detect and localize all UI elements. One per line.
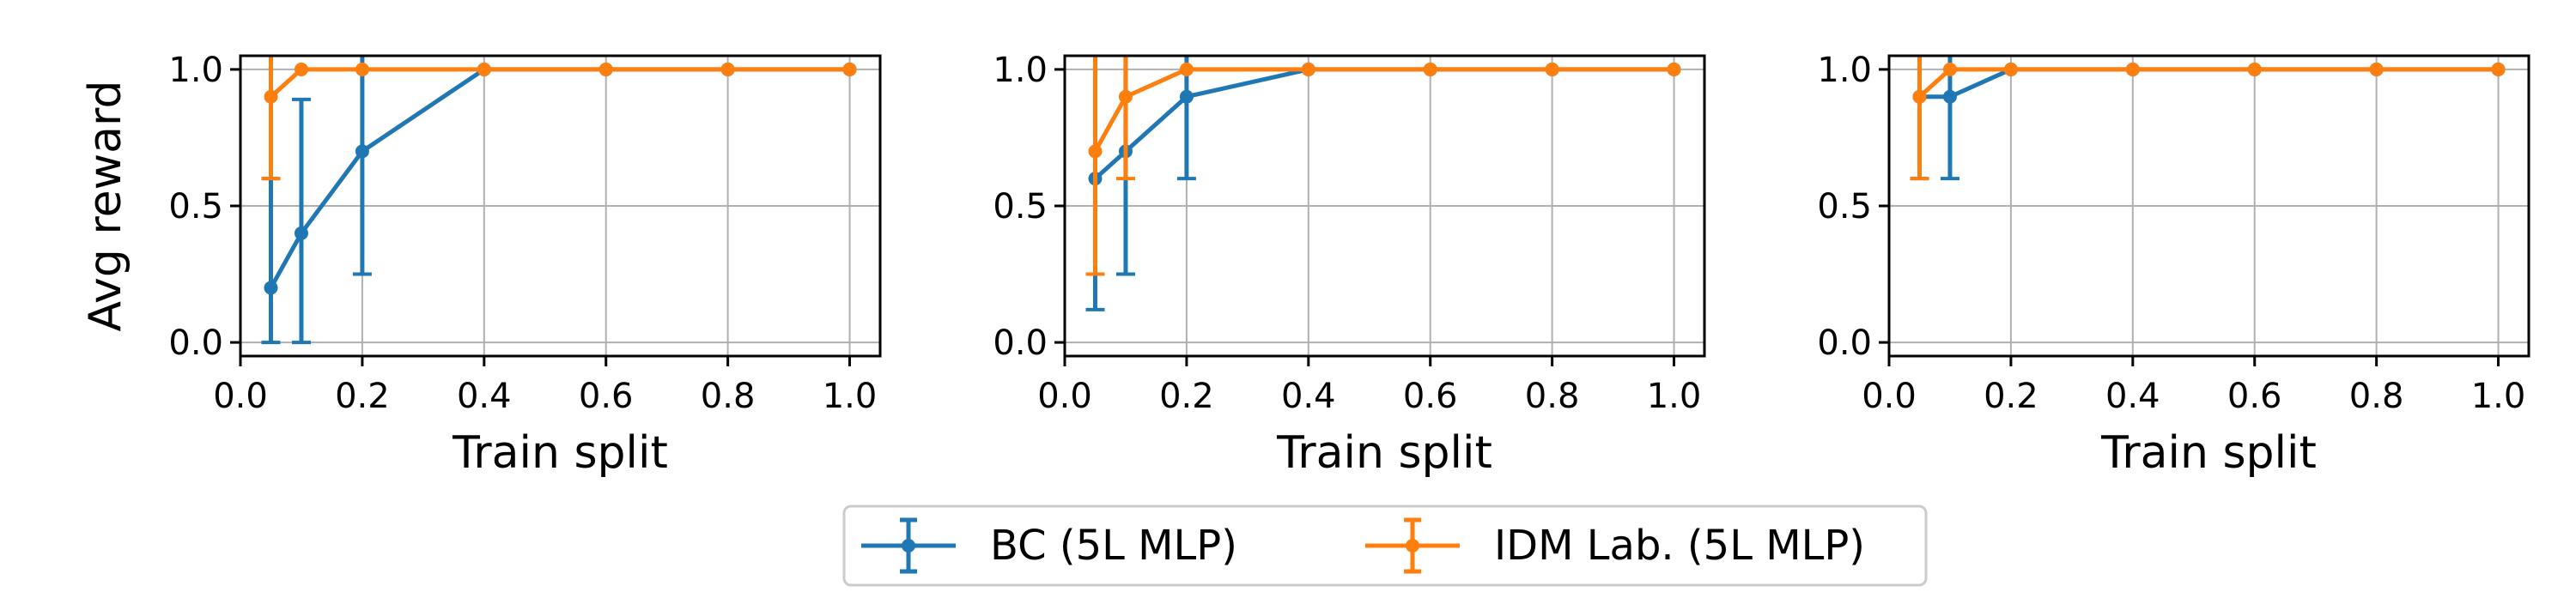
legend-label-bc: BC (5L MLP) xyxy=(990,522,1237,570)
subplot-2-series-idm-point-1 xyxy=(1118,89,1133,104)
subplot-3-xtick-label-2: 0.4 xyxy=(2105,377,2160,416)
subplot-2-xtick-label-0: 0.0 xyxy=(1037,377,1092,416)
subplot-3-series-bc-point-1 xyxy=(1942,89,1957,104)
subplot-3-series-idm-point-3 xyxy=(2125,62,2140,76)
subplot-2-series-idm-point-3 xyxy=(1301,62,1315,76)
subplots: 0.0 0.2 0.4 0.6 0.8 1.0 0.0 0.5 1.0 Train split Av… xyxy=(80,51,2530,479)
subplot-3: 0.0 0.2 0.4 0.6 0.8 1.0 0.0 0.5 1.0 Train split xyxy=(1817,51,2530,479)
subplot-1-series-idm-point-1 xyxy=(294,62,308,76)
subplot-2-ytick-label-2: 1.0 xyxy=(993,51,1048,90)
subplot-2-ytick-label-0: 0.0 xyxy=(993,323,1048,363)
subplot-3-series-idm xyxy=(1910,56,2506,181)
subplot-2-xtick-label-2: 0.4 xyxy=(1281,377,1336,416)
subplot-3-series-idm-point-2 xyxy=(2003,62,2018,76)
subplot-2-xtick-label-4: 0.8 xyxy=(1525,377,1580,416)
subplot-1-series-idm-point-4 xyxy=(598,62,613,76)
subplot-1-series-idm-point-2 xyxy=(355,62,369,76)
subplot-3-ytick-label-0: 0.0 xyxy=(1817,323,1872,363)
subplot-3-series-idm-point-6 xyxy=(2491,62,2506,76)
subplot-1-ytick-label-0: 0.0 xyxy=(168,323,223,363)
subplot-2-series-bc-line xyxy=(1093,67,1674,181)
subplot-3-xtick-label-5: 1.0 xyxy=(2471,377,2526,416)
subplot-1-series-bc-line xyxy=(269,67,850,289)
subplot-1-xtick-label-5: 1.0 xyxy=(823,377,878,416)
legend-label-idm: IDM Lab. (5L MLP) xyxy=(1494,522,1865,570)
subplot-2-series-bc xyxy=(1085,56,1681,311)
subplot-2: 0.0 0.2 0.4 0.6 0.8 1.0 0.0 0.5 1.0 Train split xyxy=(993,51,1706,479)
subplot-1-series-idm-point-0 xyxy=(264,89,278,104)
subplot-3-xtick-label-4: 0.8 xyxy=(2349,377,2404,416)
subplot-3-ytick-label-1: 0.5 xyxy=(1817,187,1872,227)
subplot-1-series-bc-point-0 xyxy=(264,281,278,295)
subplot-2-series-idm-point-5 xyxy=(1545,62,1559,76)
subplot-1-xtick-label-0: 0.0 xyxy=(213,377,268,416)
subplot-2-series-idm xyxy=(1085,56,1681,276)
subplot-3-xlabel: Train split xyxy=(2100,427,2317,479)
subplot-3-series-idm-point-5 xyxy=(2369,62,2384,76)
subplot-3-series-idm-point-1 xyxy=(1942,62,1957,76)
subplot-3-series-bc xyxy=(1910,56,2506,181)
subplot-1-series-idm-point-3 xyxy=(477,62,491,76)
subplot-1-series-idm xyxy=(261,56,857,181)
subplot-2-series-bc-point-2 xyxy=(1179,89,1194,104)
subplot-1-series-bc xyxy=(261,56,857,345)
subplot-3-xtick-label-1: 0.2 xyxy=(1984,377,2038,416)
subplot-1-xlabel: Train split xyxy=(452,427,668,479)
subplot-1-series-bc-point-2 xyxy=(355,144,369,159)
subplot-2-ytick-label-1: 0.5 xyxy=(993,187,1048,227)
subplot-2-xtick-label-1: 0.2 xyxy=(1159,377,1214,416)
subplot-2-series-idm-point-2 xyxy=(1179,62,1194,76)
subplot-2-series-idm-line xyxy=(1093,67,1674,153)
legend: BC (5L MLP) IDM Lab. (5L MLP) xyxy=(842,504,1928,587)
subplot-1-xtick-label-1: 0.2 xyxy=(335,377,390,416)
subplot-1: 0.0 0.2 0.4 0.6 0.8 1.0 0.0 0.5 1.0 Train split Av… xyxy=(80,51,882,479)
subplot-3-xtick-label-0: 0.0 xyxy=(1862,377,1917,416)
subplot-1-ytick-label-2: 1.0 xyxy=(168,51,223,90)
legend-swatch-idm-marker xyxy=(1406,539,1419,553)
legend-swatch-bc-marker xyxy=(902,539,915,553)
subplot-3-series-idm-point-0 xyxy=(1912,89,1927,104)
subplot-1-series-idm-point-6 xyxy=(842,62,857,76)
subplot-2-xtick-label-5: 1.0 xyxy=(1647,377,1702,416)
subplot-3-xtick-label-3: 0.6 xyxy=(2227,377,2282,416)
subplot-1-xtick-label-3: 0.6 xyxy=(579,377,634,416)
subplot-2-xlabel: Train split xyxy=(1276,427,1492,479)
subplot-2-series-idm-point-4 xyxy=(1423,62,1437,76)
subplot-2-series-idm-point-6 xyxy=(1667,62,1681,76)
subplot-1-xtick-label-4: 0.8 xyxy=(701,377,756,416)
subplot-1-ytick-label-1: 0.5 xyxy=(168,187,223,227)
legend-entry-bc: BC (5L MLP) xyxy=(861,517,1237,574)
legend-entry-idm: IDM Lab. (5L MLP) xyxy=(1365,517,1865,574)
subplot-1-series-idm-point-5 xyxy=(720,62,735,76)
subplot-1-series-bc-point-1 xyxy=(294,226,308,240)
subplot-1-xtick-label-2: 0.4 xyxy=(457,377,512,416)
subplot-3-ytick-label-2: 1.0 xyxy=(1817,51,1872,90)
subplot-1-ylabel: Avg reward xyxy=(80,81,131,332)
subplot-2-xtick-label-3: 0.6 xyxy=(1403,377,1458,416)
subplot-3-series-idm-point-4 xyxy=(2247,62,2262,76)
subplot-2-series-idm-point-0 xyxy=(1088,144,1103,159)
